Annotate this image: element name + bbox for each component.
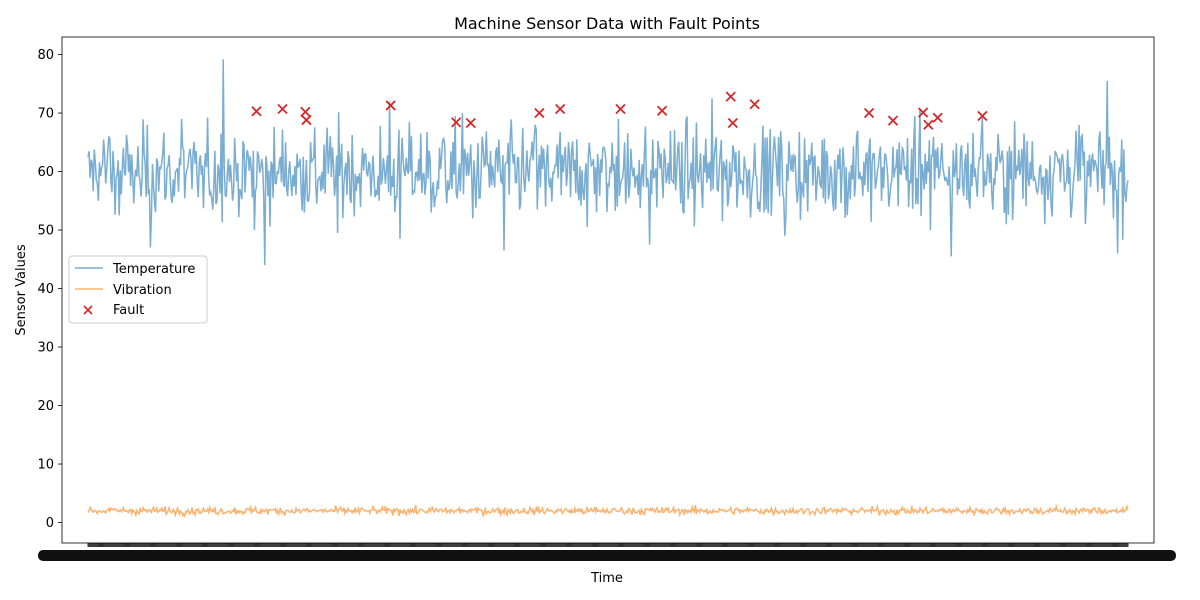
x-axis-label: Time <box>590 571 623 586</box>
fault-marker-stroke <box>977 110 988 122</box>
fault-marker-stroke <box>923 119 934 130</box>
fault-point <box>887 115 899 126</box>
y-tick-label: 10 <box>37 458 54 473</box>
fault-marker-stroke <box>277 103 288 115</box>
series-vibration-line <box>87 503 1129 519</box>
fault-point <box>725 91 736 102</box>
fault-point <box>385 100 396 111</box>
y-tick-label: 30 <box>37 341 54 356</box>
fault-marker-stroke <box>465 117 476 129</box>
fault-point <box>656 105 668 116</box>
fault-point <box>555 103 566 115</box>
series-temperature-line <box>87 59 1129 266</box>
legend: Temperature Vibration Fault <box>68 255 208 324</box>
plot-area <box>62 37 1154 543</box>
fault-marker-stroke <box>615 103 626 115</box>
plot-frame <box>61 36 1155 544</box>
legend-fault-marker <box>83 305 93 315</box>
x-tick-layer <box>38 543 1176 561</box>
fault-marker-stroke <box>300 106 311 118</box>
fault-marker-stroke <box>301 114 312 126</box>
fault-marker-stroke <box>727 117 738 129</box>
fault-point <box>300 106 311 118</box>
y-tick-layer: 0 10 20 30 40 50 60 70 80 <box>37 48 62 531</box>
legend-temperature-label: Temperature <box>112 262 195 277</box>
fault-marker-stroke <box>917 107 929 118</box>
fault-marker-stroke <box>534 107 545 119</box>
series-layer <box>87 59 1129 519</box>
fault-point <box>749 99 760 110</box>
fault-marker-stroke <box>725 91 736 102</box>
y-tick-label: 60 <box>37 165 54 180</box>
fault-point <box>615 103 626 115</box>
y-tick-label: 40 <box>37 282 54 297</box>
fault-marker-stroke <box>656 105 668 116</box>
fault-point <box>977 110 988 122</box>
fault-marker-stroke <box>863 107 875 119</box>
y-axis-label: Sensor Values <box>14 244 29 335</box>
y-tick-label: 80 <box>37 48 54 63</box>
fault-point <box>301 114 312 126</box>
fault-marker-stroke <box>385 100 396 111</box>
legend-box <box>68 255 208 324</box>
chart-title: Machine Sensor Data with Fault Points <box>454 14 760 33</box>
fault-point <box>277 103 288 115</box>
fault-point <box>534 107 545 119</box>
x-tick-marks <box>87 543 1129 547</box>
fault-marker-stroke <box>251 106 262 117</box>
x-tick-labels-overlapped <box>38 550 1176 561</box>
fault-point <box>917 107 929 118</box>
fault-marker-stroke <box>451 117 462 128</box>
legend-vibration-label: Vibration <box>113 283 172 298</box>
y-tick-label: 20 <box>37 399 54 414</box>
fault-point <box>932 112 943 123</box>
fault-marker-stroke <box>749 99 760 110</box>
fault-point <box>863 107 875 119</box>
y-tick-label: 0 <box>46 516 54 531</box>
fault-point <box>465 117 476 129</box>
y-tick-label: 70 <box>37 107 54 122</box>
fault-point <box>727 117 738 129</box>
y-tick-label: 50 <box>37 224 54 239</box>
fault-marker-stroke <box>555 103 566 115</box>
fault-marker-stroke <box>932 112 943 123</box>
fault-marker-stroke <box>887 115 899 126</box>
legend-fault-label: Fault <box>113 303 144 318</box>
fault-point <box>251 106 262 117</box>
fault-point <box>923 119 934 130</box>
fault-point <box>451 117 462 128</box>
